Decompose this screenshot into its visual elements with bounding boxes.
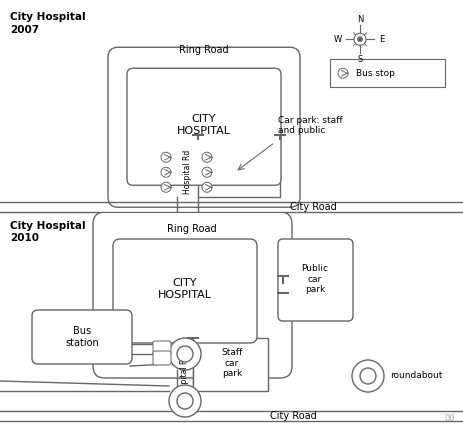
Circle shape xyxy=(357,37,362,42)
Text: Bus
station: Bus station xyxy=(65,326,99,348)
Text: Public
car
park: Public car park xyxy=(301,264,328,294)
Circle shape xyxy=(176,393,193,409)
Text: City Road: City Road xyxy=(269,411,316,421)
Text: S: S xyxy=(357,55,362,64)
Circle shape xyxy=(169,338,200,370)
FancyBboxPatch shape xyxy=(153,341,171,355)
Text: E: E xyxy=(379,35,384,44)
Circle shape xyxy=(161,182,171,192)
Text: City Road: City Road xyxy=(289,202,336,212)
Circle shape xyxy=(337,68,347,78)
Bar xyxy=(193,338,268,391)
Text: roundabout: roundabout xyxy=(389,371,441,380)
Circle shape xyxy=(176,346,193,362)
Bar xyxy=(198,137,279,197)
Text: City Hospital
2007: City Hospital 2007 xyxy=(10,12,86,35)
Text: Hospital Rd: Hospital Rd xyxy=(183,150,192,194)
Text: CITY
HOSPITAL: CITY HOSPITAL xyxy=(158,278,212,300)
FancyBboxPatch shape xyxy=(113,239,257,343)
Text: W: W xyxy=(333,35,341,44)
Circle shape xyxy=(169,385,200,417)
Text: CITY
HOSPITAL: CITY HOSPITAL xyxy=(176,115,231,136)
Circle shape xyxy=(161,152,171,162)
Text: 00: 00 xyxy=(444,414,454,423)
FancyBboxPatch shape xyxy=(153,351,171,365)
Text: Ring Road: Ring Road xyxy=(167,224,216,234)
Text: Hospital Rd: Hospital Rd xyxy=(180,354,189,398)
Circle shape xyxy=(201,152,212,162)
Circle shape xyxy=(353,33,365,45)
Text: Car park: staff
and public: Car park: staff and public xyxy=(277,116,342,135)
Bar xyxy=(329,59,444,87)
FancyBboxPatch shape xyxy=(108,47,300,207)
FancyBboxPatch shape xyxy=(93,212,291,378)
FancyBboxPatch shape xyxy=(277,239,352,321)
Circle shape xyxy=(359,368,375,384)
FancyBboxPatch shape xyxy=(32,310,131,364)
Text: Bus stop: Bus stop xyxy=(355,69,394,78)
Circle shape xyxy=(201,182,212,192)
Text: City Hospital
2010: City Hospital 2010 xyxy=(10,221,86,243)
Text: Ring Road: Ring Road xyxy=(179,45,228,55)
Circle shape xyxy=(201,167,212,177)
Circle shape xyxy=(351,360,383,392)
Text: N: N xyxy=(356,15,363,24)
FancyBboxPatch shape xyxy=(127,68,281,185)
Text: Staff
car
park: Staff car park xyxy=(221,348,242,378)
Circle shape xyxy=(161,167,171,177)
